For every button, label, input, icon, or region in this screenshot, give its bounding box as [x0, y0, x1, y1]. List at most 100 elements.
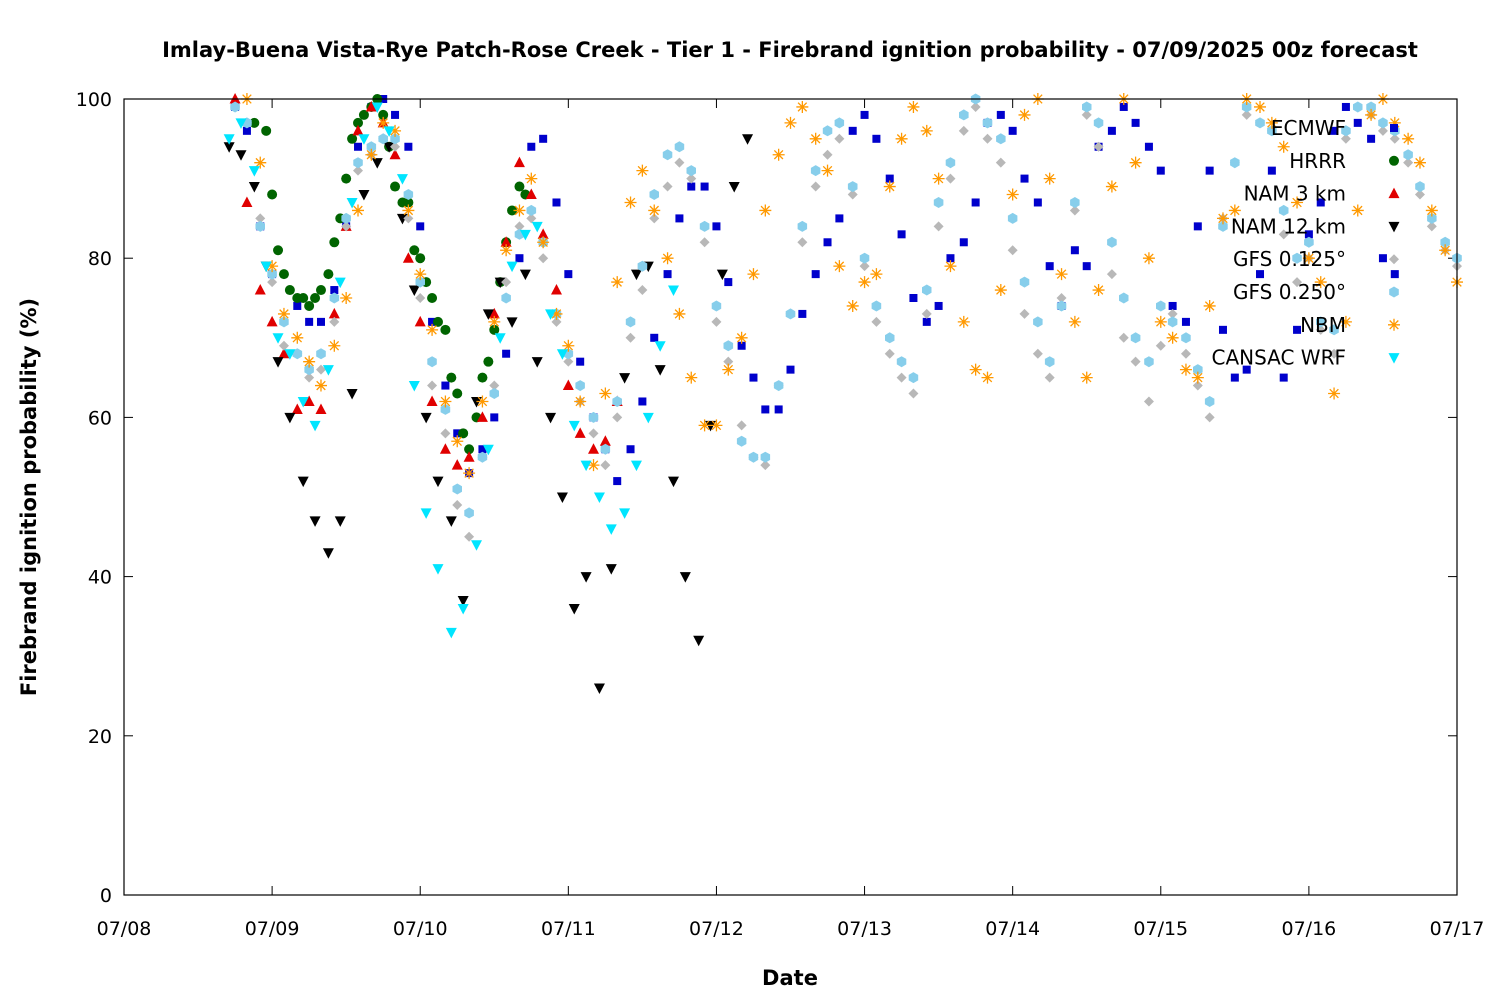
x-tick-label: 07/12 [689, 918, 744, 940]
data-point-gfs-0-250 [403, 189, 414, 200]
data-point-gfs-0-250 [896, 356, 907, 368]
data-point-ecmwf [564, 270, 573, 279]
data-point-ecmwf [1045, 262, 1054, 271]
legend-marker [1389, 155, 1399, 166]
data-point-gfs-0-125 [304, 372, 315, 383]
data-point-hrrr [358, 109, 369, 120]
data-point-gfs-0-250 [477, 451, 488, 463]
data-point-nbm [661, 252, 674, 265]
data-point-nam-3-km [303, 395, 315, 406]
series-cansac-wrf [223, 102, 679, 639]
legend-marker [1390, 124, 1398, 132]
data-point-ecmwf [700, 182, 709, 191]
x-axis-label: Date [762, 966, 818, 990]
data-point-hrrr [347, 133, 358, 144]
legend-marker [1389, 254, 1399, 265]
data-point-ecmwf [626, 445, 635, 454]
data-point-ecmwf [502, 349, 511, 358]
data-point-nam-12-km [482, 309, 494, 320]
data-point-hrrr [390, 181, 401, 192]
data-point-ecmwf [1242, 365, 1251, 374]
data-point-ecmwf [1330, 126, 1339, 135]
y-tick-label: 60 [88, 407, 112, 429]
data-point-nam-12-km [716, 269, 728, 281]
data-point-nam-3-km [574, 427, 586, 438]
data-point-nbm [957, 315, 970, 328]
data-point-cansac-wrf [630, 460, 642, 472]
data-point-ecmwf [613, 477, 622, 486]
data-point-gfs-0-125 [871, 316, 882, 327]
x-tick-label: 07/13 [837, 918, 892, 940]
data-point-nam-3-km [426, 395, 438, 406]
data-point-nam-12-km [272, 357, 284, 368]
data-point-ecmwf [1378, 254, 1387, 263]
data-point-ecmwf [416, 222, 425, 231]
data-point-nam-12-km [420, 412, 432, 424]
data-point-gfs-0-250 [1403, 149, 1413, 161]
data-point-nam-12-km [408, 285, 420, 297]
data-point-gfs-0-125 [1329, 348, 1340, 359]
data-point-gfs-0-250 [316, 348, 326, 360]
plot-frame [123, 98, 1458, 896]
data-point-nbm [1228, 204, 1241, 217]
data-point-nam-12-km [471, 396, 483, 408]
data-point-gfs-0-250 [1144, 356, 1154, 368]
data-point-nbm [1055, 268, 1068, 281]
data-point-gfs-0-250 [711, 300, 722, 312]
data-point-cansac-wrf [667, 285, 679, 297]
data-point-hrrr [315, 285, 326, 296]
data-point-cansac-wrf [654, 341, 666, 352]
data-point-nam-12-km [494, 277, 506, 289]
data-point-gfs-0-250 [1107, 236, 1117, 248]
data-point-hrrr [514, 181, 525, 192]
data-point-gfs-0-250 [1193, 364, 1203, 376]
data-point-nbm [277, 307, 290, 320]
data-point-gfs-0-125 [1241, 109, 1252, 120]
y-tick-label: 40 [88, 567, 112, 589]
data-point-nbm [932, 172, 945, 185]
data-point-nam-3-km [328, 307, 340, 319]
data-point-nbm [328, 339, 341, 352]
data-point-nbm [1413, 156, 1426, 169]
y-axis-label: Firebrand ignition probability (%) [17, 298, 41, 696]
data-point-nam-12-km [654, 365, 666, 376]
data-point-gfs-0-125 [255, 213, 266, 224]
data-point-hrrr [249, 117, 260, 128]
data-point-gfs-0-250 [723, 340, 734, 352]
data-point-nbm [981, 371, 994, 384]
data-point-gfs-0-250 [575, 380, 585, 392]
data-point-nam-3-km [451, 459, 463, 470]
data-point-gfs-0-250 [662, 149, 673, 161]
data-point-gfs-0-250 [612, 396, 622, 407]
data-point-nbm [426, 323, 439, 336]
data-point-hrrr [267, 189, 278, 200]
data-point-nam-3-km [266, 315, 278, 327]
data-point-nam-12-km [371, 158, 383, 169]
x-tick-label: 07/08 [97, 918, 152, 940]
data-point-gfs-0-250 [748, 451, 759, 463]
data-point-gfs-0-125 [662, 181, 673, 192]
data-point-nbm [1018, 108, 1031, 121]
data-point-gfs-0-125 [1403, 157, 1414, 168]
data-point-nbm [1425, 204, 1438, 217]
legend-marker [1389, 286, 1399, 298]
data-point-nbm [636, 164, 649, 177]
data-point-cansac-wrf [309, 420, 321, 432]
data-point-gfs-0-250 [588, 411, 599, 423]
data-point-gfs-0-125 [699, 237, 710, 248]
data-point-nbm [451, 435, 464, 448]
data-point-nbm [266, 260, 279, 273]
data-point-nbm [1439, 244, 1452, 257]
data-point-nam-3-km [389, 148, 401, 160]
data-point-cansac-wrf [445, 627, 457, 639]
data-point-gfs-0-250 [1415, 181, 1425, 193]
data-point-gfs-0-125 [859, 261, 870, 272]
data-point-ecmwf [724, 278, 733, 287]
data-point-ecmwf [1367, 134, 1376, 143]
data-point-nbm [1402, 132, 1415, 145]
data-point-ecmwf [1316, 198, 1325, 207]
data-point-gfs-0-125 [1292, 277, 1303, 288]
data-point-ecmwf [527, 142, 536, 151]
data-point-gfs-0-250 [415, 276, 425, 288]
data-point-ecmwf [712, 222, 721, 231]
